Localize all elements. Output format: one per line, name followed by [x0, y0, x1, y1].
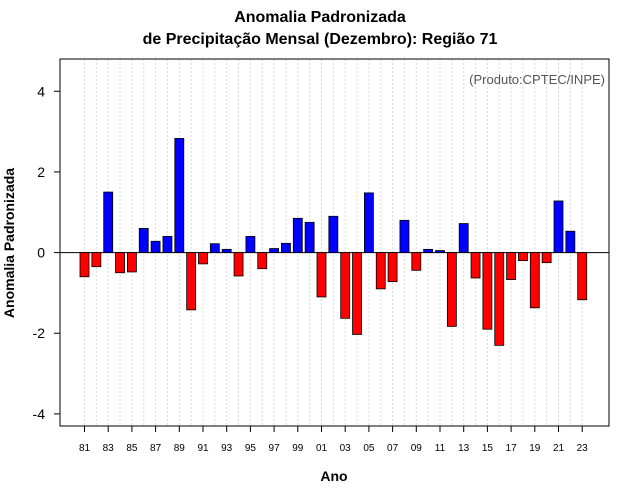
bar-81 [79, 252, 90, 278]
x-tick-label: 85 [126, 443, 138, 454]
x-tick-label: 87 [150, 443, 162, 454]
chart-title-line2: de Precipitação Mensal (Dezembro): Regiã… [142, 31, 498, 48]
x-tick-label: 03 [340, 443, 352, 454]
y-tick-label: 0 [37, 245, 45, 261]
bar-06 [375, 252, 386, 290]
product-annotation: (Produto:CPTEC/INPE) [469, 72, 605, 87]
bar-99 [292, 217, 303, 253]
x-tick-label: 81 [79, 443, 91, 454]
bar-92 [209, 243, 220, 253]
x-axis: 81 83 85 87 89 91 93 95 97 99 01 03 05 07 09 11 13 15 17 19… [79, 426, 588, 454]
x-tick-label: 21 [553, 443, 565, 454]
x-tick-label: 23 [577, 443, 589, 454]
x-tick-label: 05 [363, 443, 375, 454]
plot-frame [59, 58, 610, 427]
bar-02 [328, 215, 339, 253]
bar-09 [411, 252, 422, 271]
bar-22 [565, 230, 576, 253]
bar-89 [174, 138, 185, 253]
x-tick-label: 19 [529, 443, 541, 454]
grid-lines [84, 59, 583, 426]
x-axis-label: Ano [320, 468, 347, 484]
bar-97 [269, 248, 280, 253]
bar-86 [138, 227, 149, 253]
x-tick-label: 15 [482, 443, 494, 454]
x-tick-label: 07 [387, 443, 399, 454]
x-tick-label: 13 [458, 443, 470, 454]
y-tick-label: -4 [33, 406, 46, 422]
bar-23 [577, 252, 588, 301]
bar-90 [186, 252, 197, 311]
chart-title-line1: Anomalia Padronizada [234, 9, 406, 26]
bar-10 [423, 248, 434, 253]
bar-85 [127, 252, 137, 273]
bar-14 [470, 252, 481, 279]
bar-19 [529, 252, 540, 309]
bar-21 [553, 200, 564, 253]
bar-16 [494, 252, 505, 346]
x-tick-label: 95 [245, 443, 257, 454]
bar-11 [435, 250, 445, 253]
bar-93 [221, 248, 232, 253]
x-tick-label: 99 [292, 443, 304, 454]
bar-00 [304, 221, 315, 253]
bar-15 [482, 252, 493, 330]
bar-08 [399, 219, 410, 253]
x-tick-label: 09 [411, 443, 423, 454]
bar-82 [91, 252, 102, 268]
bar-01 [316, 252, 327, 298]
x-tick-label: 17 [506, 443, 518, 454]
bar-98 [281, 242, 291, 253]
x-tick-label: 97 [269, 443, 281, 454]
bar-87 [150, 240, 161, 253]
bar-17 [506, 252, 517, 281]
x-tick-label: 89 [174, 443, 186, 454]
bar-96 [257, 252, 268, 270]
bar-95 [245, 236, 256, 253]
bar-94 [233, 252, 244, 277]
x-tick-label: 01 [316, 443, 328, 454]
x-tick-label: 11 [435, 443, 446, 454]
y-axis-label: Anomalia Padronizada [1, 168, 17, 318]
bars [79, 138, 588, 346]
y-axis: -4 -2 0 2 4 [33, 83, 60, 422]
y-tick-label: 2 [37, 164, 45, 180]
x-tick-label: 93 [221, 443, 233, 454]
bar-07 [387, 252, 398, 283]
bar-91 [198, 252, 208, 265]
x-tick-label: 91 [197, 443, 209, 454]
bar-04 [352, 252, 362, 335]
bar-20 [541, 252, 552, 264]
bar-05 [363, 192, 374, 253]
y-tick-label: -2 [33, 325, 46, 341]
bar-13 [458, 223, 469, 253]
y-tick-label: 4 [37, 83, 45, 99]
bar-84 [115, 252, 125, 274]
bar-03 [340, 252, 351, 319]
bar-18 [518, 252, 528, 262]
bar-12 [446, 252, 457, 327]
x-tick-label: 83 [103, 443, 115, 454]
bar-83 [103, 191, 114, 253]
bar-88 [162, 236, 173, 253]
